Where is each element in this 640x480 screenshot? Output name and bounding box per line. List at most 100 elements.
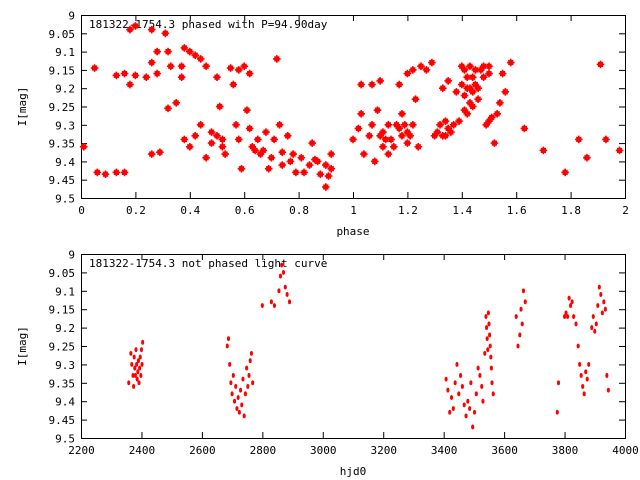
bottom-data-point <box>448 409 452 415</box>
bottom-y-tick-label: 9.2 <box>55 322 75 335</box>
top-data-point <box>264 164 273 173</box>
bottom-data-point <box>464 413 468 419</box>
bottom-data-point <box>476 365 480 371</box>
top-data-point <box>166 62 175 71</box>
bottom-data-point <box>462 402 466 408</box>
bottom-data-point <box>246 384 250 389</box>
bottom-data-point <box>251 380 255 386</box>
top-x-tick-label: 0.8 <box>289 204 309 217</box>
top-data-point <box>460 91 469 100</box>
top-data-point <box>493 110 501 118</box>
top-data-point <box>474 95 482 103</box>
bottom-data-point <box>131 373 135 378</box>
bottom-x-tick-label: 3400 <box>431 444 458 457</box>
bottom-data-point <box>556 380 561 386</box>
top-data-point <box>400 121 409 129</box>
bottom-data-point <box>136 358 140 364</box>
bottom-data-point <box>459 373 463 378</box>
top-data-point <box>202 153 210 162</box>
bottom-data-point <box>520 321 524 327</box>
top-data-point <box>398 131 406 140</box>
bottom-data-point <box>235 406 239 411</box>
top-data-point <box>360 150 368 158</box>
bottom-y-tick-label: 9.3 <box>55 359 75 372</box>
top-data-point <box>308 139 316 147</box>
bottom-x-tick-label: 3600 <box>491 444 518 457</box>
top-data-point <box>487 113 496 122</box>
top-data-point <box>485 69 493 78</box>
top-data-point <box>322 183 330 191</box>
bottom-data-point <box>468 406 472 411</box>
bottom-data-point <box>455 361 459 367</box>
top-data-point <box>120 168 129 177</box>
bottom-data-point <box>519 306 523 312</box>
top-data-point <box>172 99 180 107</box>
top-data-point <box>180 135 189 144</box>
top-data-point <box>395 80 404 89</box>
bottom-data-point <box>472 409 477 415</box>
top-data-point <box>414 142 423 151</box>
bottom-data-point <box>489 354 493 360</box>
bottom-data-point <box>133 365 137 371</box>
bottom-data-point <box>590 325 594 331</box>
bottom-data-point <box>485 325 489 331</box>
top-data-point <box>218 142 227 151</box>
top-x-tick-label: 1.8 <box>561 204 581 217</box>
bottom-data-point <box>278 273 283 279</box>
top-data-point <box>191 51 200 60</box>
bottom-data-point <box>563 314 567 319</box>
top-x-tick-label: 2 <box>622 204 629 217</box>
top-data-point <box>449 121 458 129</box>
bottom-data-point <box>596 303 600 308</box>
bottom-panel: 2200 2400 2600 2800 3000 3200 3400 3600 3800 4000… <box>16 249 639 479</box>
top-y-tick-label: 9.1 <box>55 46 75 59</box>
top-x-tick-label: 0.6 <box>235 204 255 217</box>
bottom-y-tick-label: 9 <box>68 249 75 262</box>
top-data-point <box>411 95 420 103</box>
bottom-data-point <box>564 310 568 316</box>
bottom-data-point <box>582 391 586 397</box>
top-data-point <box>574 135 583 144</box>
top-data-point <box>433 128 442 136</box>
top-data-point <box>101 170 110 179</box>
bottom-y-tick-label: 9.25 <box>49 341 76 354</box>
top-data-point <box>156 148 164 157</box>
top-data-point <box>406 131 414 140</box>
top-data-point <box>387 135 395 144</box>
top-data-point <box>226 64 235 72</box>
bottom-x-axis-label: hjd0 <box>340 465 367 478</box>
bottom-data-point <box>136 369 140 375</box>
bottom-data-point <box>280 262 284 268</box>
bottom-data-point <box>572 314 576 319</box>
top-data-point <box>161 29 170 38</box>
top-data-point <box>438 84 447 92</box>
top-data-point <box>229 80 238 89</box>
top-data-point <box>428 58 436 67</box>
bottom-data-point <box>514 314 518 319</box>
top-x-tick-label: 0.4 <box>180 204 200 217</box>
top-data-point <box>490 139 499 147</box>
top-data-point <box>90 64 99 72</box>
top-x-tick-label: 0 <box>78 204 85 217</box>
top-data-point <box>463 110 472 118</box>
top-data-point <box>441 131 450 140</box>
top-data-point <box>286 157 295 166</box>
bottom-data-point <box>555 409 559 415</box>
bottom-data-point <box>466 398 470 404</box>
top-data-point <box>112 168 121 177</box>
bottom-y-axis-label: I[mag] <box>16 326 29 366</box>
bottom-data-point <box>272 303 276 308</box>
bottom-y-tick-label: 9.05 <box>49 267 76 280</box>
top-data-point <box>213 131 221 140</box>
top-data-point <box>422 66 431 74</box>
bottom-data-point <box>471 424 475 430</box>
top-data-point <box>485 62 493 71</box>
bottom-data-point <box>570 299 574 305</box>
top-data-point <box>373 106 382 114</box>
top-data-point <box>436 121 444 129</box>
top-data-point <box>164 47 172 56</box>
bottom-data-point <box>566 314 570 319</box>
bottom-data-point <box>140 361 144 367</box>
top-y-tick-label: 9.2 <box>55 83 75 96</box>
bottom-data-point <box>593 328 597 334</box>
